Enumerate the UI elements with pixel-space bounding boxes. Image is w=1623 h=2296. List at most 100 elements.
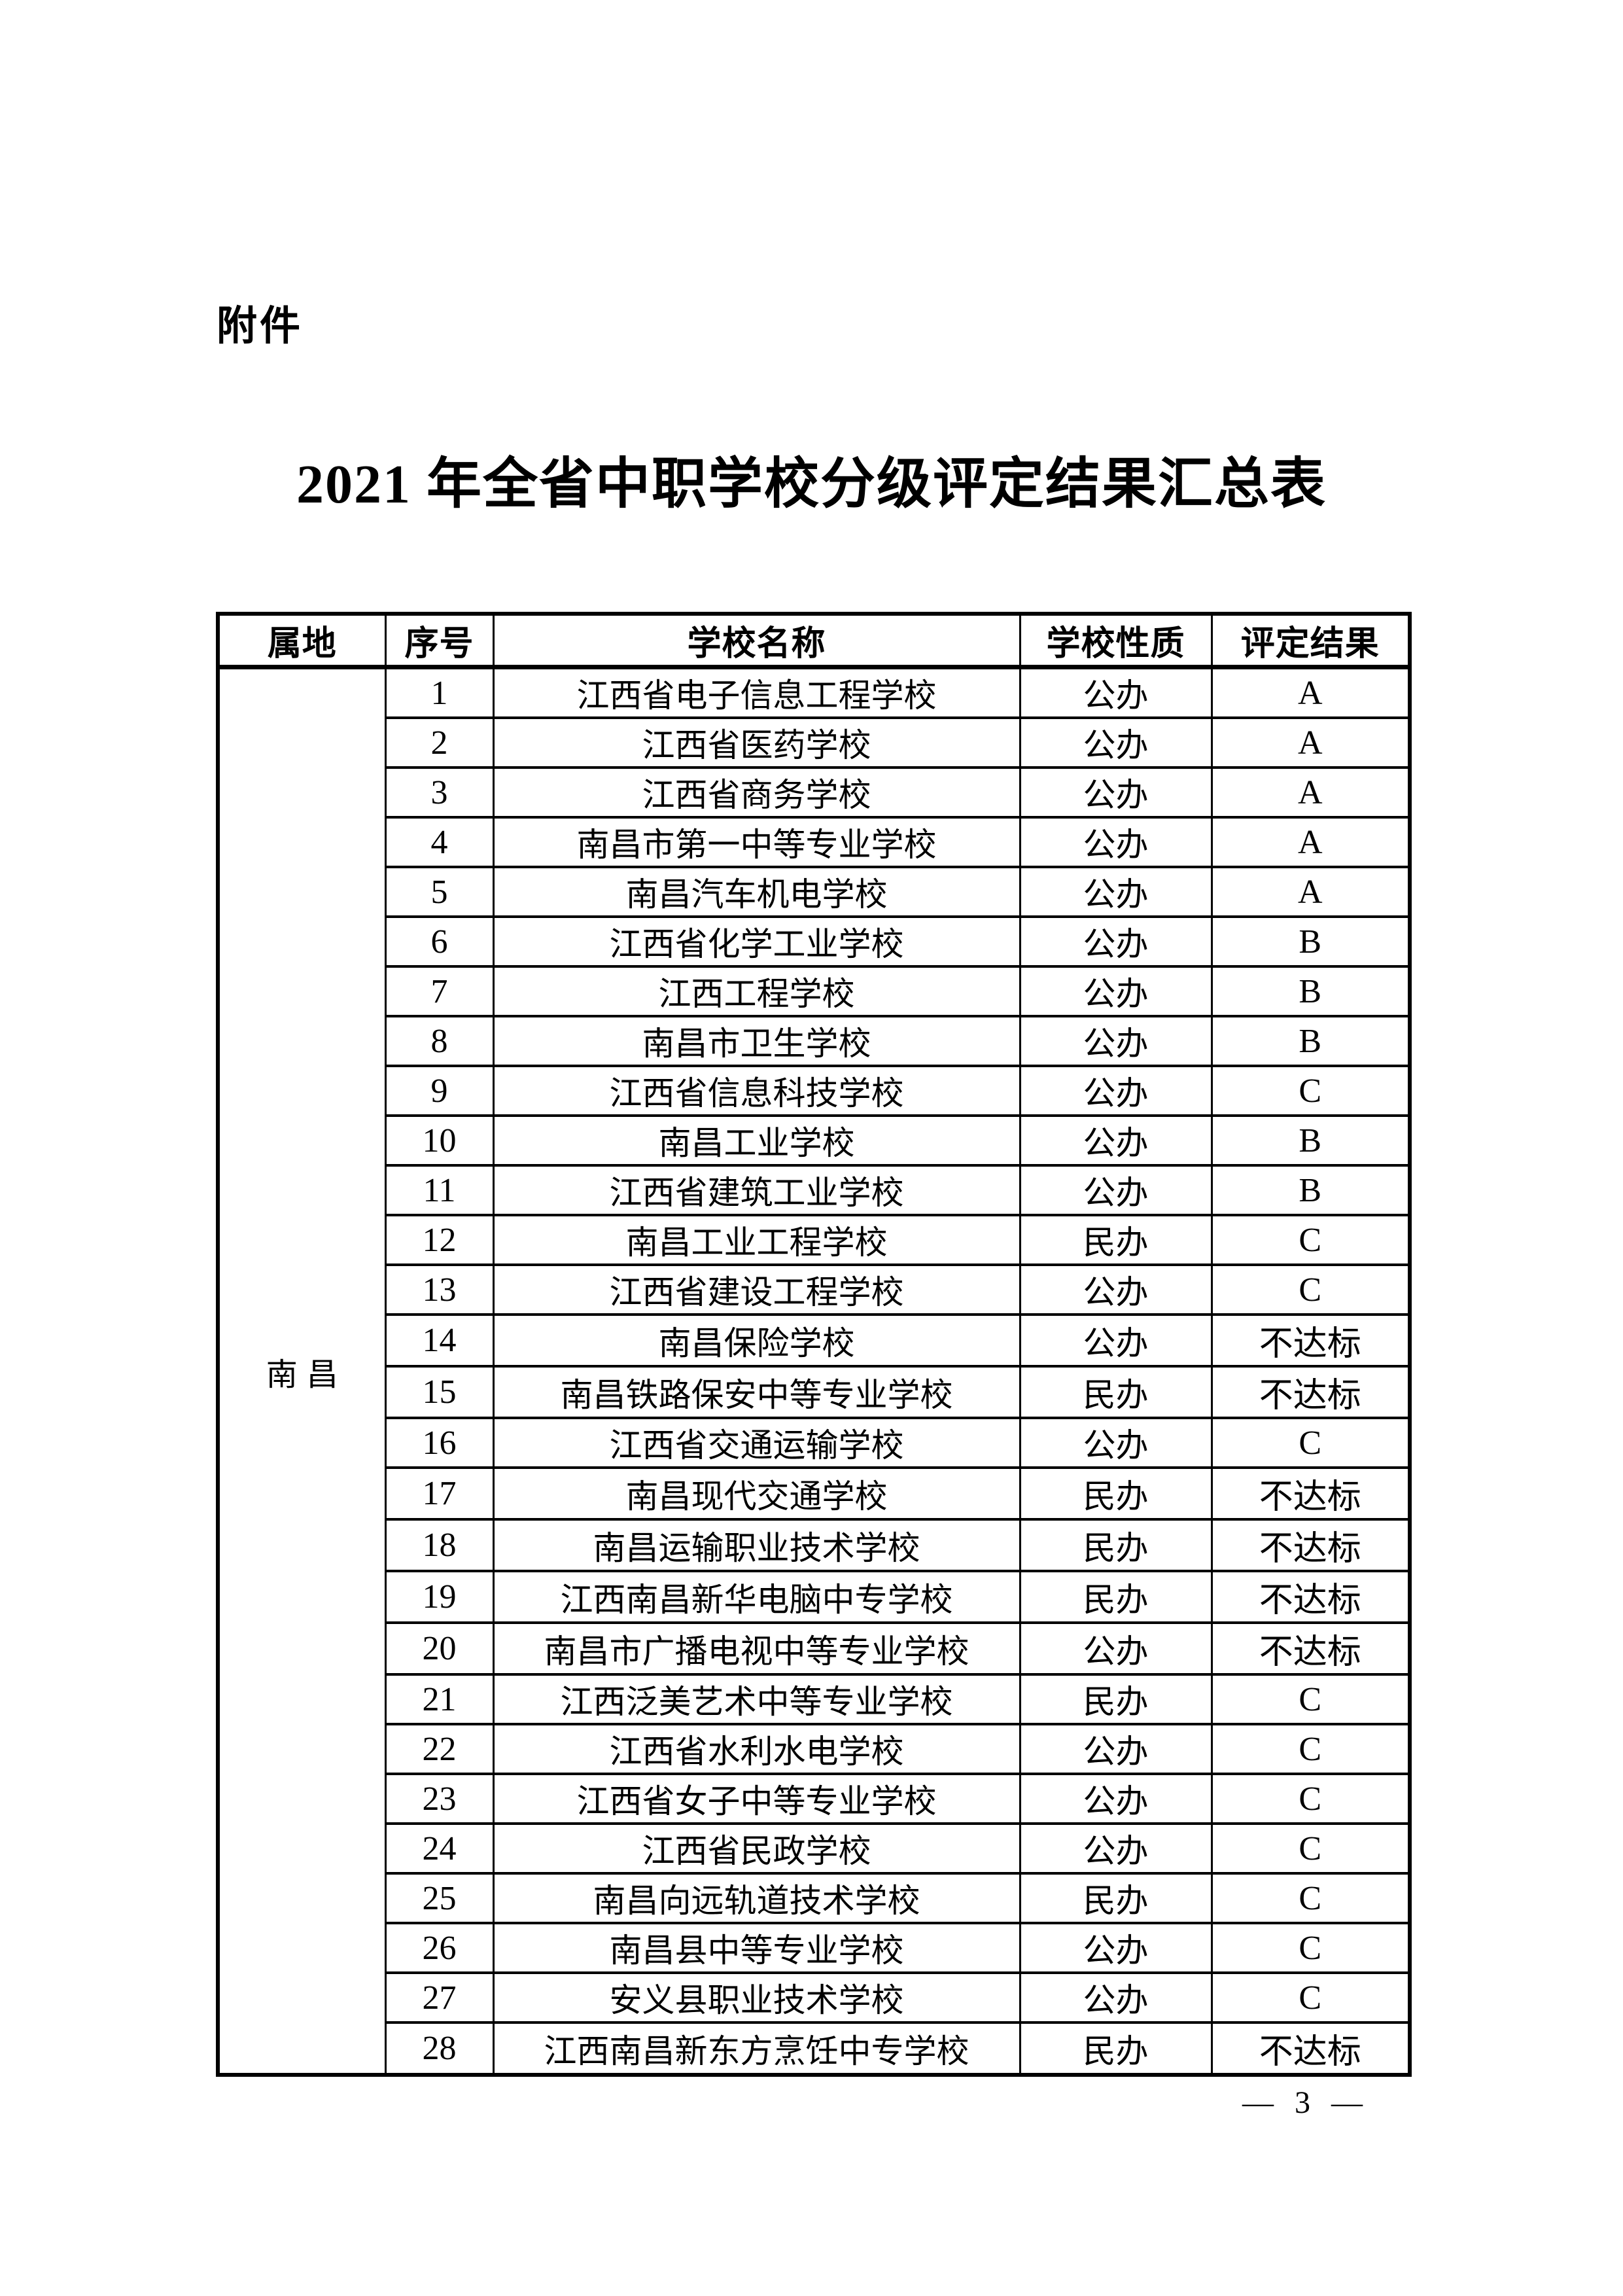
row-index-cell: 14 (384, 1313, 493, 1366)
school-name-cell: 江西省医药学校 (492, 716, 1020, 768)
table-row: 23 江西省女子中等专业学校 公办 C (218, 1773, 1410, 1824)
school-type-cell: 公办 (1019, 915, 1212, 966)
row-index-cell: 25 (384, 1872, 493, 1923)
school-name-cell: 南昌铁路保安中等专业学校 (492, 1365, 1020, 1418)
table-row: 9 江西省信息科技学校 公办 C (218, 1065, 1410, 1116)
school-name-cell: 南昌保险学校 (492, 1313, 1020, 1366)
table-row: 13 江西省建设工程学校 公办 C (218, 1263, 1410, 1315)
header-result: 评定结果 (1210, 614, 1410, 669)
row-index-cell: 28 (384, 2021, 493, 2075)
attachment-label: 附件 (217, 304, 304, 349)
region-cell: 南昌 (217, 665, 385, 2075)
school-type-cell: 民办 (1019, 1673, 1212, 1724)
row-index-cell: 23 (384, 1773, 493, 1824)
header-region: 属地 (217, 614, 385, 669)
row-index-cell: 15 (384, 1365, 493, 1418)
table-row: 25 南昌向远轨道技术学校 民办 C (218, 1872, 1410, 1923)
table-row: 5 南昌汽车机电学校 公办 A (218, 866, 1410, 917)
school-name-cell: 江西泛美艺术中等专业学校 (492, 1673, 1020, 1724)
school-name-cell: 江西省商务学校 (492, 766, 1020, 817)
table-row: 4 南昌市第一中等专业学校 公办 A (218, 816, 1410, 867)
school-type-cell: 公办 (1019, 965, 1212, 1016)
row-index-cell: 8 (384, 1015, 493, 1066)
school-name-cell: 江西省建筑工业学校 (492, 1164, 1020, 1215)
school-name-cell: 南昌现代交通学校 (492, 1466, 1020, 1519)
row-index-cell: 17 (384, 1466, 493, 1519)
header-school-name: 学校名称 (492, 614, 1020, 669)
row-index-cell: 21 (384, 1673, 493, 1724)
rating-result-cell: C (1210, 1723, 1410, 1774)
row-index-cell: 3 (384, 766, 493, 817)
table-row: 26 南昌县中等专业学校 公办 C (218, 1922, 1410, 1973)
header-index: 序号 (384, 614, 493, 669)
table-row: 28 江西南昌新东方烹饪中专学校 民办 不达标 (218, 2021, 1410, 2075)
rating-result-cell: C (1210, 1417, 1410, 1468)
rating-result-cell: 不达标 (1210, 1365, 1410, 1418)
school-type-cell: 公办 (1019, 1621, 1212, 1674)
school-type-cell: 公办 (1019, 1263, 1212, 1315)
school-type-cell: 民办 (1019, 1466, 1212, 1519)
school-name-cell: 江西南昌新东方烹饪中专学校 (492, 2021, 1020, 2075)
rating-result-cell: C (1210, 1214, 1410, 1265)
school-type-cell: 公办 (1019, 816, 1212, 867)
school-name-cell: 安义县职业技术学校 (492, 1971, 1020, 2022)
rating-result-cell: A (1210, 766, 1410, 817)
row-index-cell: 1 (384, 665, 493, 718)
rating-result-cell: B (1210, 1114, 1410, 1165)
school-name-cell: 江西省水利水电学校 (492, 1723, 1020, 1774)
school-type-cell: 民办 (1019, 1214, 1212, 1265)
table-row: 20 南昌市广播电视中等专业学校 公办 不达标 (218, 1621, 1410, 1674)
school-type-cell: 公办 (1019, 1971, 1212, 2022)
school-name-cell: 南昌工业工程学校 (492, 1214, 1020, 1265)
school-type-cell: 公办 (1019, 1114, 1212, 1165)
school-type-cell: 公办 (1019, 1313, 1212, 1366)
school-type-cell: 公办 (1019, 716, 1212, 768)
school-name-cell: 南昌市第一中等专业学校 (492, 816, 1020, 867)
table-row: 8 南昌市卫生学校 公办 B (218, 1015, 1410, 1066)
table-row: 17 南昌现代交通学校 民办 不达标 (218, 1466, 1410, 1519)
rating-result-cell: C (1210, 1971, 1410, 2022)
rating-result-cell: 不达标 (1210, 1570, 1410, 1623)
row-index-cell: 26 (384, 1922, 493, 1973)
school-name-cell: 江西省民政学校 (492, 1822, 1020, 1873)
school-type-cell: 公办 (1019, 1164, 1212, 1215)
rating-result-cell: A (1210, 816, 1410, 867)
school-type-cell: 公办 (1019, 665, 1212, 718)
school-name-cell: 江西省交通运输学校 (492, 1417, 1020, 1468)
results-table: 属地 序号 学校名称 学校性质 评定结果 南昌 1 江西省电子信息工程学校 公办 A 2 江… (216, 612, 1412, 2077)
school-type-cell: 公办 (1019, 866, 1212, 917)
row-index-cell: 2 (384, 716, 493, 768)
row-index-cell: 13 (384, 1263, 493, 1315)
table-row: 22 江西省水利水电学校 公办 C (218, 1723, 1410, 1774)
school-type-cell: 公办 (1019, 1773, 1212, 1824)
school-type-cell: 民办 (1019, 1872, 1212, 1923)
school-name-cell: 江西省化学工业学校 (492, 915, 1020, 966)
row-index-cell: 24 (384, 1822, 493, 1873)
header-school-type: 学校性质 (1019, 614, 1212, 669)
rating-result-cell: C (1210, 1673, 1410, 1724)
table-row: 19 江西南昌新华电脑中专学校 民办 不达标 (218, 1570, 1410, 1623)
school-type-cell: 公办 (1019, 1065, 1212, 1116)
rating-result-cell: B (1210, 1164, 1410, 1215)
table-row: 2 江西省医药学校 公办 A (218, 716, 1410, 768)
school-type-cell: 公办 (1019, 1015, 1212, 1066)
row-index-cell: 5 (384, 866, 493, 917)
row-index-cell: 18 (384, 1518, 493, 1571)
rating-result-cell: 不达标 (1210, 2021, 1410, 2075)
row-index-cell: 4 (384, 816, 493, 867)
row-index-cell: 16 (384, 1417, 493, 1468)
table-row: 南昌 1 江西省电子信息工程学校 公办 A (217, 665, 1410, 2075)
row-index-cell: 19 (384, 1570, 493, 1623)
table-row: 6 江西省化学工业学校 公办 B (218, 915, 1410, 966)
school-name-cell: 南昌向远轨道技术学校 (492, 1872, 1020, 1923)
table-row: 15 南昌铁路保安中等专业学校 民办 不达标 (218, 1365, 1410, 1418)
school-type-cell: 民办 (1019, 1365, 1212, 1418)
table-row: 16 江西省交通运输学校 公办 C (218, 1417, 1410, 1468)
school-type-cell: 公办 (1019, 1922, 1212, 1973)
rating-result-cell: 不达标 (1210, 1466, 1410, 1519)
page-title: 2021 年全省中职学校分级评定结果汇总表 (296, 454, 1327, 515)
school-type-cell: 民办 (1019, 2021, 1212, 2075)
rating-result-cell: C (1210, 1773, 1410, 1824)
school-name-cell: 江西省建设工程学校 (492, 1263, 1020, 1315)
